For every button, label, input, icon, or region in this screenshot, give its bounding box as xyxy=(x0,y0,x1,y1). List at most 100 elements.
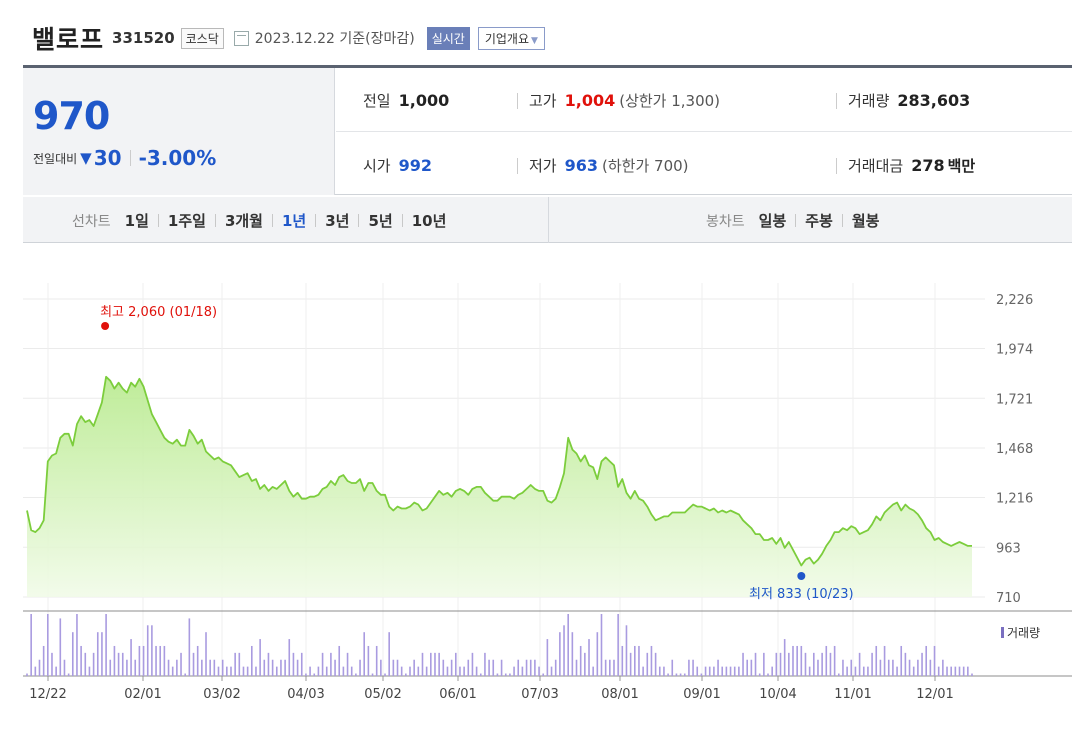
tab-daily[interactable]: 일봉 xyxy=(758,212,787,230)
divider xyxy=(517,93,518,109)
price-line xyxy=(26,375,972,567)
volume-bar xyxy=(725,666,728,676)
volume-bar xyxy=(521,666,524,676)
down-arrow-icon: ▼ xyxy=(80,149,92,167)
volume-bar xyxy=(883,645,886,676)
volume-bar xyxy=(400,666,403,676)
upper-limit: (상한가 1,300) xyxy=(619,92,721,110)
company-overview-dropdown[interactable]: 기업개요 ▼ xyxy=(477,26,545,50)
volume-bar xyxy=(463,666,465,676)
volume-bar xyxy=(292,652,295,676)
volume-bar xyxy=(92,652,95,676)
quote-summary xyxy=(23,65,1072,195)
volume-bar xyxy=(350,666,353,676)
volume-bar xyxy=(675,673,678,676)
y-tick-label: 1,216 xyxy=(996,492,1033,507)
volume-bar xyxy=(837,673,840,676)
volume-bar xyxy=(742,652,744,676)
min-marker xyxy=(797,572,806,580)
volume-bar xyxy=(151,625,153,676)
volume-bar xyxy=(113,645,116,676)
volume-label: 거래량 xyxy=(848,92,890,110)
volume-bar xyxy=(750,659,753,676)
volume-bar xyxy=(862,666,865,676)
volume-bar xyxy=(609,659,611,676)
divider xyxy=(795,214,797,227)
volume-bar xyxy=(842,659,844,676)
volume-bar xyxy=(67,673,70,676)
price-area xyxy=(27,376,972,597)
volume-bar xyxy=(954,666,957,676)
volume-bar xyxy=(754,652,757,676)
volume-bar xyxy=(763,652,765,676)
tab-weekly[interactable]: 주봉 xyxy=(805,212,833,230)
amount-value: 278 xyxy=(911,156,945,175)
divider xyxy=(836,158,837,174)
y-tick-label: 1,974 xyxy=(996,343,1033,358)
volume-cell: 거래량 283,603 xyxy=(848,90,970,111)
open-cell: 시가 992 xyxy=(363,155,432,176)
volume-bar xyxy=(71,632,74,676)
divider xyxy=(129,150,131,166)
volume-bar xyxy=(409,666,411,676)
tab-1w[interactable]: 1주일 xyxy=(167,212,206,230)
volume-bar xyxy=(550,666,553,676)
volume-bar xyxy=(538,666,540,676)
volume-bar xyxy=(226,666,228,676)
volume-bar xyxy=(284,659,286,676)
volume-bar xyxy=(242,666,245,676)
volume-bar xyxy=(263,659,266,676)
tab-3m[interactable]: 3개월 xyxy=(224,212,263,230)
volume-bar xyxy=(479,673,482,676)
volume-bar xyxy=(542,673,545,676)
volume-bar xyxy=(592,666,594,676)
min-label: 최저 833 (10/23) xyxy=(749,587,854,602)
volume-bar xyxy=(858,652,861,676)
volume-bar xyxy=(421,652,424,676)
tab-5y[interactable]: 5년 xyxy=(368,212,393,230)
volume-bar xyxy=(450,659,453,676)
amount-label: 거래대금 xyxy=(848,157,904,175)
tab-3y[interactable]: 3년 xyxy=(325,212,350,230)
volume-bar xyxy=(771,666,773,676)
volume-bar xyxy=(704,666,707,676)
line-chart-label: 선차트 xyxy=(72,213,111,230)
volume-bar xyxy=(500,659,503,676)
tab-1d[interactable]: 1일 xyxy=(124,212,149,230)
volume-bar xyxy=(717,659,719,676)
volume-bar xyxy=(679,673,682,676)
volume-bar xyxy=(767,673,769,676)
volume-bar xyxy=(650,645,653,676)
volume-bar xyxy=(180,652,182,676)
volume-bar xyxy=(688,659,690,676)
volume-bar xyxy=(238,652,241,676)
volume-bar xyxy=(642,666,644,676)
volume-bar xyxy=(746,659,748,676)
volume-bar xyxy=(738,666,740,676)
volume-bar xyxy=(384,673,386,676)
volume-bar xyxy=(196,645,199,676)
realtime-button[interactable]: 실시간 xyxy=(426,26,470,50)
volume-bar xyxy=(696,666,699,676)
open-value: 992 xyxy=(398,156,433,175)
volume-bar xyxy=(571,632,574,676)
volume-bar xyxy=(892,659,894,676)
volume-bar xyxy=(617,614,619,676)
x-tick-label: 06/01 xyxy=(439,687,476,702)
volume-bar xyxy=(346,652,349,676)
volume-bar xyxy=(255,666,257,676)
volume-bar xyxy=(683,673,686,676)
volume-bar xyxy=(355,673,357,676)
volume-bar xyxy=(475,666,478,676)
volume-bar xyxy=(234,652,236,676)
volume-bar xyxy=(775,652,778,676)
tab-1y[interactable]: 1년 xyxy=(281,212,307,230)
volume-bar xyxy=(134,659,137,676)
volume-bar xyxy=(288,639,291,676)
divider xyxy=(836,93,837,109)
tab-monthly[interactable]: 월봉 xyxy=(851,212,880,230)
volume-bar xyxy=(296,659,299,676)
tab-10y[interactable]: 10년 xyxy=(411,212,447,230)
volume-bar xyxy=(813,652,815,676)
volume-bar xyxy=(309,666,311,676)
